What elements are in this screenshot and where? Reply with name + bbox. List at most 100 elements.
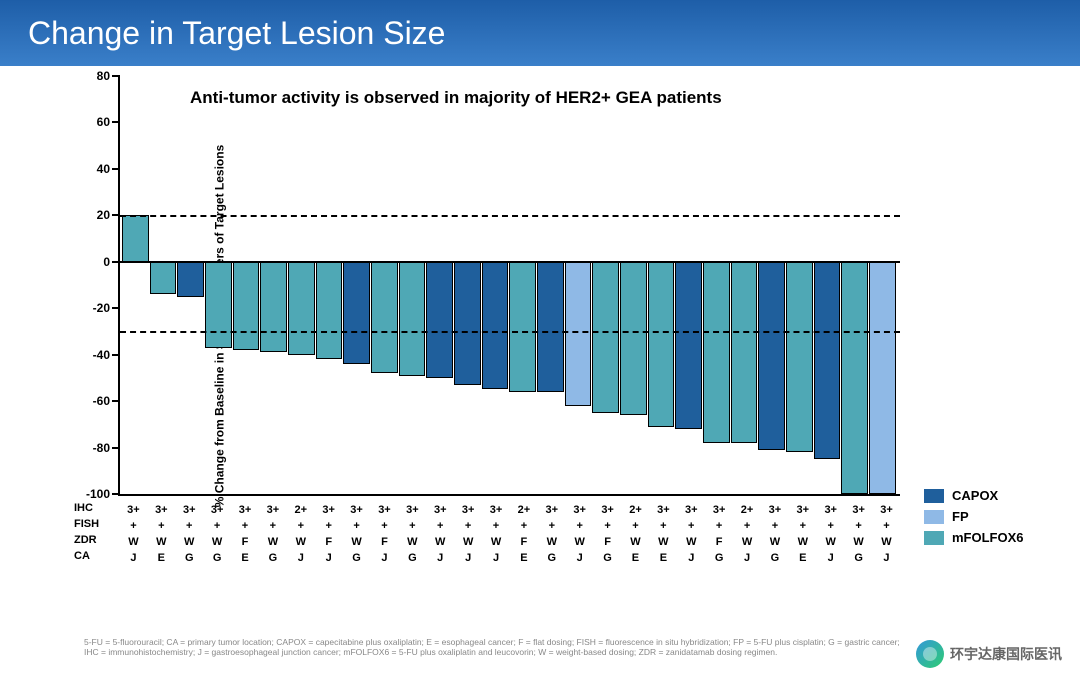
bar-slot bbox=[869, 76, 896, 494]
x-cell: 2+ bbox=[622, 504, 649, 516]
x-cell: J bbox=[734, 552, 761, 564]
x-cell: W bbox=[148, 536, 175, 548]
bars-container bbox=[122, 76, 896, 494]
x-cell: + bbox=[789, 520, 816, 532]
y-tick bbox=[112, 121, 120, 123]
bar bbox=[565, 262, 592, 406]
bar-slot bbox=[648, 76, 675, 494]
bar-slot bbox=[122, 76, 149, 494]
x-cell: W bbox=[817, 536, 844, 548]
x-cell: W bbox=[566, 536, 593, 548]
x-cell: E bbox=[148, 552, 175, 564]
x-cell: + bbox=[734, 520, 761, 532]
zero-line bbox=[120, 261, 900, 263]
x-cell: 3+ bbox=[259, 504, 286, 516]
x-cell: 2+ bbox=[510, 504, 537, 516]
bar bbox=[371, 262, 398, 373]
x-cell: E bbox=[232, 552, 259, 564]
x-row-ihc: IHC3+3+3+3+3+3+2+3+3+3+3+3+3+3+2+3+3+3+2… bbox=[120, 502, 900, 518]
wechat-watermark: 环宇达康国际医讯 bbox=[916, 640, 1062, 668]
x-cell: G bbox=[706, 552, 733, 564]
x-cell: G bbox=[538, 552, 565, 564]
x-cell: + bbox=[315, 520, 342, 532]
bar bbox=[426, 262, 453, 378]
y-tick bbox=[112, 261, 120, 263]
x-cell: W bbox=[176, 536, 203, 548]
y-tick-label: 80 bbox=[82, 69, 110, 83]
content-area: % Change from Baseline in Sum of Diamete… bbox=[0, 66, 1080, 576]
bar bbox=[592, 262, 619, 413]
x-cell: W bbox=[789, 536, 816, 548]
x-cell: 3+ bbox=[566, 504, 593, 516]
bar bbox=[675, 262, 702, 429]
x-cell: 3+ bbox=[232, 504, 259, 516]
footnote-line: IHC = immunohistochemistry; J = gastroes… bbox=[84, 647, 900, 658]
x-cell: W bbox=[734, 536, 761, 548]
x-cell: J bbox=[287, 552, 314, 564]
x-cell: W bbox=[259, 536, 286, 548]
x-cell: W bbox=[399, 536, 426, 548]
x-cell: + bbox=[483, 520, 510, 532]
x-cell: + bbox=[706, 520, 733, 532]
x-cell: 3+ bbox=[148, 504, 175, 516]
bar bbox=[869, 262, 896, 494]
x-cell: F bbox=[232, 536, 259, 548]
y-tick bbox=[112, 493, 120, 495]
x-cell: W bbox=[650, 536, 677, 548]
x-cell: + bbox=[371, 520, 398, 532]
x-cell: G bbox=[761, 552, 788, 564]
x-cell: 2+ bbox=[734, 504, 761, 516]
footnote: 5-FU = 5-fluorouracil; CA = primary tumo… bbox=[84, 637, 900, 658]
bar-slot bbox=[482, 76, 509, 494]
x-cell: + bbox=[538, 520, 565, 532]
bar bbox=[177, 262, 204, 297]
x-cell: E bbox=[510, 552, 537, 564]
bar bbox=[482, 262, 509, 390]
x-cell: J bbox=[120, 552, 147, 564]
bar bbox=[122, 215, 149, 261]
x-cell: W bbox=[678, 536, 705, 548]
x-cell: + bbox=[817, 520, 844, 532]
bar-slot bbox=[814, 76, 841, 494]
x-cell: + bbox=[399, 520, 426, 532]
x-cell: W bbox=[761, 536, 788, 548]
x-row-label: ZDR bbox=[74, 534, 116, 546]
bar bbox=[648, 262, 675, 427]
x-cell: 3+ bbox=[789, 504, 816, 516]
x-cell: + bbox=[259, 520, 286, 532]
x-cell: W bbox=[120, 536, 147, 548]
watermark-text: 环宇达康国际医讯 bbox=[950, 644, 1062, 664]
bar bbox=[288, 262, 315, 355]
x-cell: 3+ bbox=[455, 504, 482, 516]
bar-slot bbox=[343, 76, 370, 494]
x-cell: + bbox=[343, 520, 370, 532]
x-cell: 3+ bbox=[761, 504, 788, 516]
reference-line bbox=[120, 331, 900, 333]
slide: Change in Target Lesion Size % Change fr… bbox=[0, 0, 1080, 678]
x-cell: 3+ bbox=[817, 504, 844, 516]
x-cell: + bbox=[204, 520, 231, 532]
bar-slot bbox=[205, 76, 232, 494]
bar-slot bbox=[592, 76, 619, 494]
x-cell: E bbox=[650, 552, 677, 564]
x-cell: 3+ bbox=[315, 504, 342, 516]
plot-region: Anti-tumor activity is observed in major… bbox=[118, 76, 900, 496]
x-cell: 3+ bbox=[845, 504, 872, 516]
bar bbox=[343, 262, 370, 364]
bar-slot bbox=[177, 76, 204, 494]
x-cell: W bbox=[343, 536, 370, 548]
x-cell: G bbox=[204, 552, 231, 564]
bar-slot bbox=[786, 76, 813, 494]
x-cell: J bbox=[483, 552, 510, 564]
x-cells: JEGGEGJJGJGJJJEGJGEEJGJGEJGJ bbox=[120, 552, 900, 564]
bar bbox=[454, 262, 481, 385]
bar bbox=[703, 262, 730, 443]
x-row-ca: CAJEGGEGJJGJGJJJEGJGEEJGJGEJGJ bbox=[120, 550, 900, 566]
bar bbox=[620, 262, 647, 415]
x-cell: + bbox=[120, 520, 147, 532]
bar-slot bbox=[288, 76, 315, 494]
x-cell: 3+ bbox=[706, 504, 733, 516]
x-cell: 3+ bbox=[343, 504, 370, 516]
x-cell: + bbox=[622, 520, 649, 532]
y-tick-label: 20 bbox=[82, 208, 110, 222]
